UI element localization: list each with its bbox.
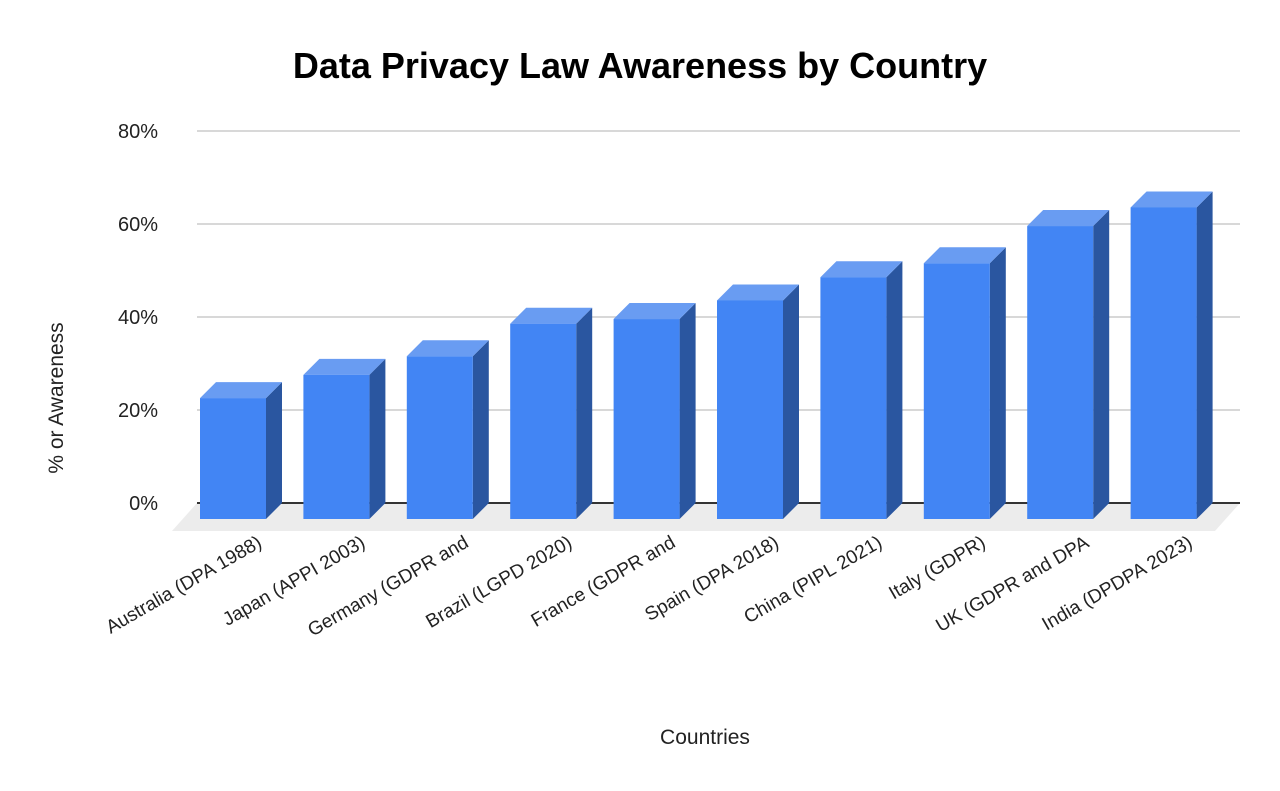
y-tick-label: 60% <box>118 214 158 236</box>
y-axis-title: % or Awareness <box>45 322 68 473</box>
bar-front <box>303 374 370 519</box>
bar-front <box>510 323 577 519</box>
bar-top <box>200 382 282 399</box>
bar-front <box>923 263 990 519</box>
y-tick-label: 40% <box>118 307 158 329</box>
bar-top <box>923 247 1006 264</box>
bar-top <box>613 303 696 320</box>
bars <box>200 191 1213 520</box>
bar-side <box>576 307 593 519</box>
y-tick-label: 0% <box>129 493 158 515</box>
bar-side <box>1196 191 1213 519</box>
bar-front <box>200 398 266 519</box>
x-axis-labels: Australia (DPA 1988)Japan (APPI 2003)Ger… <box>103 532 1197 641</box>
bar-top <box>510 307 593 324</box>
bar-front <box>406 356 473 519</box>
bar <box>717 284 799 519</box>
bar-side <box>1093 210 1110 520</box>
bar-side <box>783 284 799 519</box>
bar <box>1130 191 1213 519</box>
bar <box>200 382 282 519</box>
bar-front <box>717 300 783 519</box>
bar <box>923 247 1006 519</box>
bar-side <box>369 358 386 519</box>
bar <box>303 358 386 519</box>
bar-top <box>820 261 903 278</box>
bar-top <box>1027 210 1110 227</box>
bar-side <box>679 303 696 519</box>
chart-title: Data Privacy Law Awareness by Country <box>293 45 987 86</box>
bar <box>406 340 489 519</box>
x-axis-title: Countries <box>660 726 750 749</box>
bar-front <box>613 319 680 519</box>
bar <box>1027 210 1110 520</box>
bar-top <box>717 284 799 301</box>
y-axis-ticks: 0% 20% 40% 60% 80% <box>118 121 158 515</box>
y-tick-label: 20% <box>118 400 158 422</box>
y-tick-label: 80% <box>118 121 158 143</box>
bar-top <box>1130 191 1213 208</box>
x-tick-label: Italy (GDPR) <box>886 532 990 604</box>
bar-side <box>472 340 489 519</box>
bar-front <box>1027 226 1094 520</box>
bar <box>510 307 593 519</box>
bar-side <box>266 382 282 519</box>
bar-front <box>1130 207 1197 519</box>
bar <box>613 303 696 519</box>
bar <box>820 261 903 519</box>
bar-side <box>886 261 903 519</box>
bar-top <box>303 358 386 375</box>
bar-top <box>406 340 489 357</box>
bar-front <box>820 277 887 519</box>
bar-side <box>989 247 1006 519</box>
